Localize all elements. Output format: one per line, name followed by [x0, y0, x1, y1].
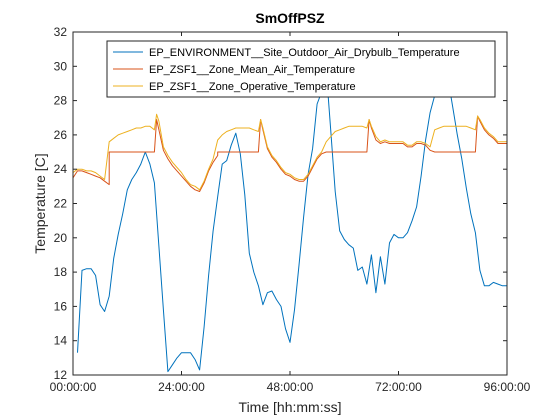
axis-layer: 00:00:00 24:00:00 48:00:00 72:00:00 96:00:00…: [50, 25, 531, 394]
x-tick-label: 00:00:00: [50, 380, 97, 394]
y-tick-label: 18: [54, 265, 68, 279]
y-tick-label: 32: [54, 25, 68, 39]
chart-title: SmOffPSZ: [255, 10, 325, 26]
x-tick-label: 24:00:00: [158, 380, 205, 394]
series-line-2: [73, 115, 507, 192]
y-tick-label: 24: [54, 162, 68, 176]
x-tick-label: 96:00:00: [484, 380, 531, 394]
legend-label-1: EP_ENVIRONMENT__Site_Outdoor_Air_Drybulb…: [149, 47, 460, 59]
y-tick-label: 12: [54, 368, 68, 382]
x-tick-label: 48:00:00: [267, 380, 314, 394]
legend: EP_ENVIRONMENT__Site_Outdoor_Air_Drybulb…: [106, 40, 496, 98]
legend-label-3: EP_ZSF1__Zone_Operative_Temperature: [149, 81, 356, 93]
y-tick-label: 28: [54, 94, 68, 108]
y-tick-label: 14: [54, 334, 68, 348]
y-tick-label: 26: [54, 128, 68, 142]
legend-label-2: EP_ZSF1__Zone_Mean_Air_Temperature: [149, 64, 355, 76]
legend-box: [106, 40, 496, 98]
x-axis-label: Time [hh:mm:ss]: [239, 399, 342, 415]
y-tick-label: 22: [54, 197, 68, 211]
series-line-3: [73, 113, 507, 191]
y-axis-label: Temperature [C]: [32, 153, 48, 253]
y-tick-label: 16: [54, 299, 68, 313]
y-tick-label: 20: [54, 231, 68, 245]
y-tick-label: 30: [54, 59, 68, 73]
x-tick-label: 72:00:00: [375, 380, 422, 394]
